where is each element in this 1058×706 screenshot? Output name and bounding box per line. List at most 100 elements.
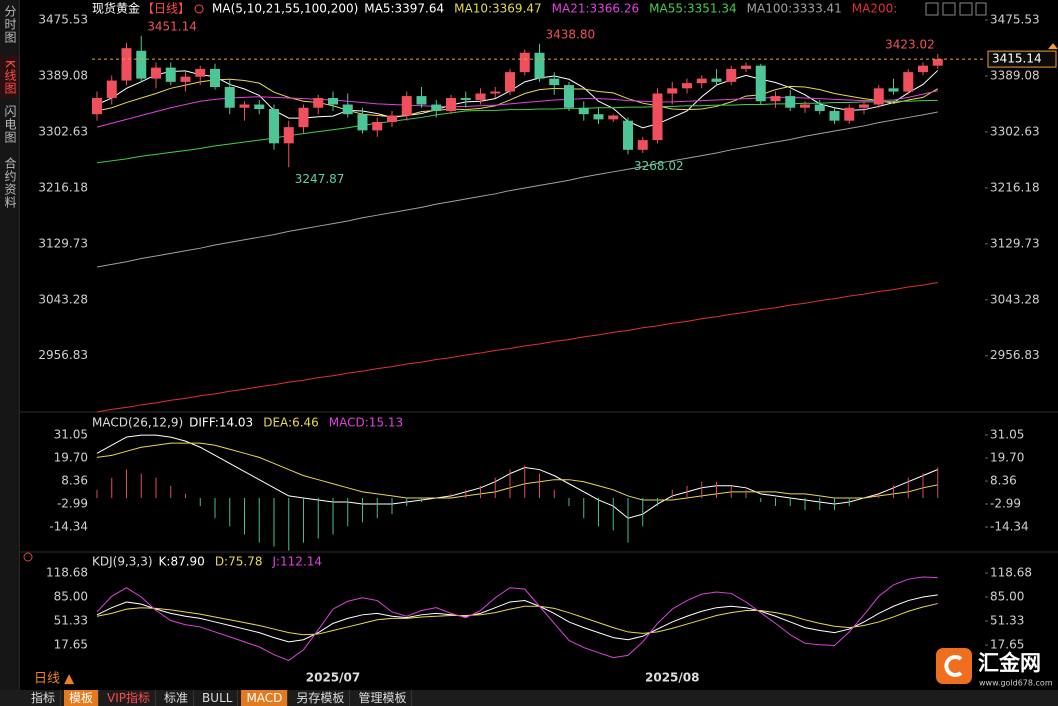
logo-icon <box>936 648 972 684</box>
candle-body <box>254 104 265 110</box>
y-tick-label: -14.34 <box>49 520 88 534</box>
candle-body <box>652 93 663 141</box>
candle-body <box>165 67 176 82</box>
series-line <box>96 78 939 118</box>
candle-body <box>918 65 928 73</box>
y-tick-label: -2.99 <box>57 497 88 511</box>
legend-label: MA10:3369.47 <box>454 2 542 16</box>
sidebar-tab[interactable]: 合约资料 <box>3 157 17 209</box>
candle-body <box>859 104 869 108</box>
candle-body <box>770 96 781 102</box>
toolbar-button[interactable]: 模板 <box>64 690 100 706</box>
legend-label: MA200: <box>852 2 898 16</box>
last-price-label: 3415.14 <box>992 52 1042 66</box>
high-label: 3423.02 <box>885 38 935 52</box>
candle-body <box>814 104 825 111</box>
candle-body <box>844 107 855 121</box>
candle-body <box>593 114 604 120</box>
sidebar-tab[interactable]: 分时图 <box>3 4 17 44</box>
toolbar-button[interactable]: 标准 <box>159 690 195 706</box>
candle-body <box>637 140 648 150</box>
window-icons[interactable] <box>925 2 987 16</box>
y-tick-label: 3389.08 <box>990 68 1040 82</box>
candle-body <box>475 93 486 100</box>
candle-body <box>800 104 810 108</box>
period-button[interactable]: 日线 ▲ <box>34 672 74 687</box>
sidebar: 分时图 K线图 闪电图 合约资料 <box>0 0 20 690</box>
toolbar-button[interactable]: MACD <box>241 690 289 706</box>
legend-label: MACD(26,12,9) <box>92 416 183 430</box>
series-line <box>96 442 938 501</box>
legend-label: MA5:3397.64 <box>364 2 444 16</box>
legend-label: DIFF:14.03 <box>189 416 253 430</box>
candle-body <box>490 91 501 94</box>
candle-body <box>357 114 368 131</box>
candle-body <box>755 65 766 102</box>
candle-body <box>534 52 545 79</box>
candle-body <box>888 88 899 92</box>
series-line <box>96 90 938 128</box>
legend-label: DEA:6.46 <box>263 416 319 430</box>
last-price-tag <box>987 50 1057 68</box>
series-line <box>96 576 938 661</box>
toolbar-button[interactable]: 指标 <box>26 690 62 706</box>
series-line <box>96 99 938 164</box>
series-line <box>96 603 938 636</box>
legend-label: MA(5,10,21,55,100,200) <box>212 2 358 16</box>
high-label: 3438.80 <box>546 27 596 41</box>
legend-label: MACD:15.13 <box>329 416 403 430</box>
icon[interactable] <box>925 2 939 16</box>
icon[interactable] <box>959 2 973 16</box>
candle-body <box>564 85 574 108</box>
toolbar-button[interactable]: 管理模板 <box>353 690 413 706</box>
candle-body <box>446 98 456 111</box>
toolbar: 指标 模板 VIP指标 标准 BULL MACD 另存模板 管理模板 <box>0 690 1058 706</box>
candle-body <box>829 110 840 121</box>
y-tick-label: 85.00 <box>990 589 1024 603</box>
x-tick-label: 2025/08 <box>645 671 699 685</box>
y-tick-label: 8.36 <box>61 473 88 487</box>
x-tick-label: 2025/07 <box>306 671 360 685</box>
y-tick-label: 51.33 <box>54 613 88 627</box>
settings-icon[interactable] <box>23 552 33 562</box>
y-tick-label: 3302.63 <box>38 124 88 138</box>
candle-body <box>298 107 309 128</box>
legend-label: MA21:3366.26 <box>552 2 640 16</box>
y-tick-label: 17.65 <box>990 637 1024 651</box>
y-tick-label: 118.68 <box>46 565 88 579</box>
candle-body <box>505 72 515 92</box>
legend-label: KDJ(9,3,3) <box>92 555 153 569</box>
legend-icon <box>194 4 204 14</box>
legend-label: K:87.90 <box>159 555 205 569</box>
series-line <box>96 111 938 268</box>
y-tick-label: 17.65 <box>54 637 88 651</box>
sidebar-tab[interactable]: 闪电图 <box>3 104 17 144</box>
toolbar-button[interactable]: 另存模板 <box>291 690 351 706</box>
candle-body <box>283 127 294 144</box>
y-tick-label: -14.34 <box>990 520 1029 534</box>
candle-body <box>106 80 117 99</box>
sidebar-tab[interactable]: K线图 <box>0 56 19 98</box>
legend-label: MA55:3351.34 <box>649 2 737 16</box>
icon[interactable] <box>975 2 987 16</box>
candle-body <box>401 96 412 116</box>
toolbar-button[interactable]: BULL <box>197 690 239 706</box>
y-tick-label: 3129.73 <box>990 236 1040 250</box>
candle-body <box>195 68 206 77</box>
candle-body <box>785 96 796 108</box>
candle-body <box>151 67 161 79</box>
logo-mark <box>944 655 963 677</box>
candle-body <box>623 120 633 150</box>
y-tick-label: 3475.53 <box>38 13 88 27</box>
series-line <box>96 434 938 519</box>
low-label: 3247.87 <box>295 172 345 186</box>
candle-body <box>387 115 397 122</box>
candle-body <box>932 59 943 66</box>
series-line <box>96 594 938 643</box>
y-tick-label: 3216.18 <box>990 180 1040 194</box>
icon[interactable] <box>942 2 956 16</box>
candle-body <box>873 88 884 105</box>
toolbar-button[interactable]: VIP指标 <box>102 690 157 706</box>
